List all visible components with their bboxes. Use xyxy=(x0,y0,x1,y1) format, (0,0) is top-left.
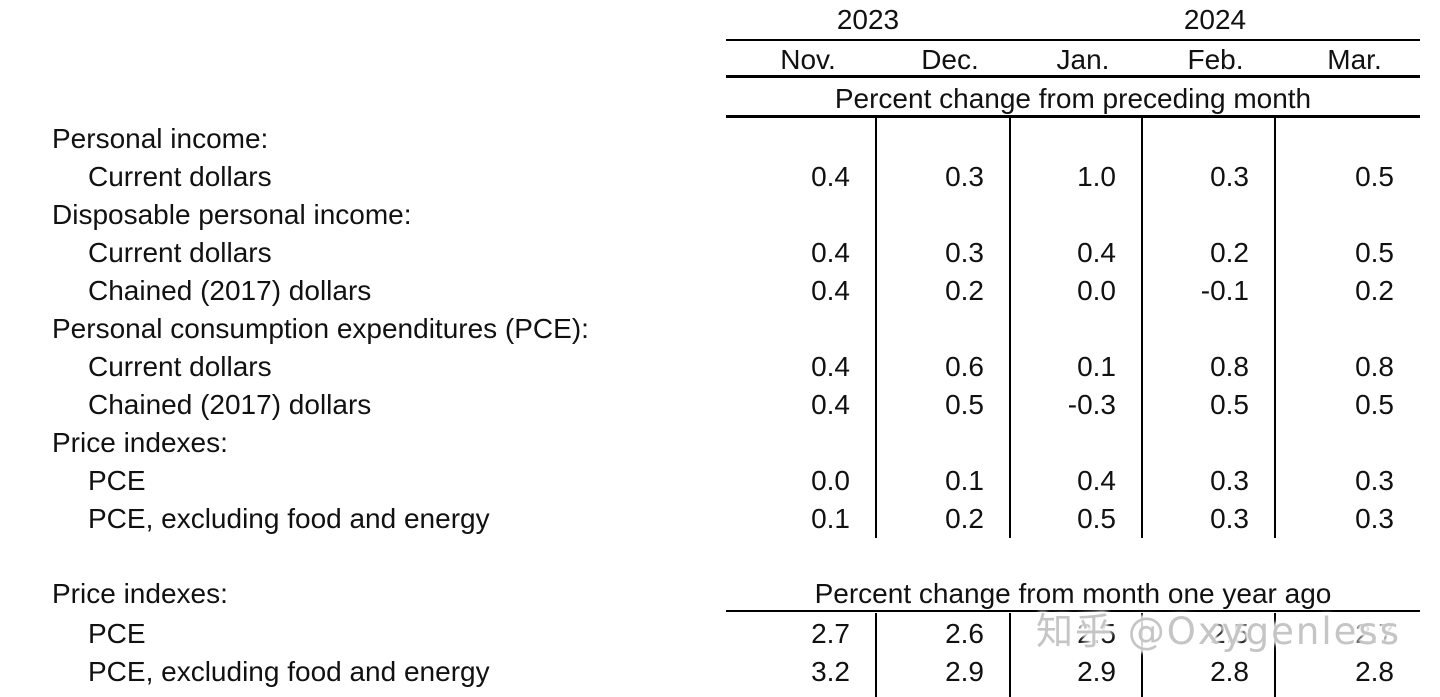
cell-value: -0.3 xyxy=(1067,389,1116,420)
cell-value: 0.3 xyxy=(1210,465,1249,496)
row-label: Chained (2017) dollars xyxy=(88,389,372,420)
cell-value: 0.3 xyxy=(1210,161,1249,192)
cell-value: 0.0 xyxy=(811,465,850,496)
row-label: Current dollars xyxy=(88,237,272,268)
row-label: PCE, excluding food and energy xyxy=(88,656,490,687)
column-divider xyxy=(1141,613,1143,697)
table-row: Disposable personal income: xyxy=(0,196,1440,234)
column-divider xyxy=(1274,118,1276,538)
cell-value: 0.5 xyxy=(1355,161,1394,192)
column-divider xyxy=(1141,118,1143,538)
cell-value: 0.3 xyxy=(1355,465,1394,496)
table-row: Chained (2017) dollars 0.4 0.5 -0.3 0.5 0.5 xyxy=(0,386,1440,424)
cell-value: 0.3 xyxy=(945,161,984,192)
column-divider xyxy=(1009,118,1011,538)
column-divider xyxy=(1009,613,1011,697)
cell-value: 0.2 xyxy=(945,503,984,534)
section2-body: PCE 2.7 2.6 2.5 2.5 2.7 PCE, excluding food an… xyxy=(0,615,1440,691)
table-row: PCE, excluding food and energy 0.1 0.2 0.5 0… xyxy=(0,500,1440,538)
cell-value: 0.0 xyxy=(1077,275,1116,306)
section1-body: Personal income: Current dollars 0.4 0.3 1.0… xyxy=(0,120,1440,538)
zhihu-watermark: 知乎 @Oxygenless xyxy=(1036,610,1401,653)
cell-value: 2.7 xyxy=(1355,618,1394,649)
section1-header: Percent change from preceding month xyxy=(834,83,1312,114)
table-row: PCE 2.7 2.6 2.5 2.5 2.7 xyxy=(0,615,1440,653)
cell-value: 0.4 xyxy=(811,351,850,382)
year-header-2023: 2023 xyxy=(836,4,900,35)
table-row: PCE, excluding food and energy 3.2 2.9 2.9 2… xyxy=(0,653,1440,691)
rule-under-years xyxy=(726,39,1420,41)
row-label: Personal income: xyxy=(52,123,269,154)
cell-value: 0.5 xyxy=(1077,503,1116,534)
cell-value: 0.4 xyxy=(1077,237,1116,268)
row-label: Chained (2017) dollars xyxy=(88,275,372,306)
row-label: Current dollars xyxy=(88,161,272,192)
cell-value: 0.2 xyxy=(1210,237,1249,268)
cell-value: 2.5 xyxy=(1077,618,1116,649)
cell-value: 2.9 xyxy=(945,656,984,687)
row-label: PCE, excluding food and energy xyxy=(88,503,490,534)
cell-value: 0.4 xyxy=(811,389,850,420)
cell-value: 0.3 xyxy=(1210,503,1249,534)
table-row: PCE 0.0 0.1 0.4 0.3 0.3 xyxy=(0,462,1440,500)
table-row: Current dollars 0.4 0.6 0.1 0.8 0.8 xyxy=(0,348,1440,386)
table-row: Personal income: xyxy=(0,120,1440,158)
cell-value: 0.1 xyxy=(811,503,850,534)
row-label: Price indexes: xyxy=(52,427,228,458)
cell-value: 2.9 xyxy=(1077,656,1116,687)
cell-value: 0.3 xyxy=(1355,503,1394,534)
cell-value: 0.5 xyxy=(1355,389,1394,420)
cell-value: 0.5 xyxy=(1210,389,1249,420)
row-label: PCE xyxy=(88,465,146,496)
section2-header: Percent change from month one year ago xyxy=(814,578,1332,609)
month-header: Nov. xyxy=(780,44,836,75)
cell-value: -0.1 xyxy=(1200,275,1249,306)
column-divider xyxy=(875,118,877,538)
cell-value: 0.4 xyxy=(811,275,850,306)
cell-value: 0.5 xyxy=(945,389,984,420)
cell-value: 1.0 xyxy=(1077,161,1116,192)
cell-value: 2.7 xyxy=(811,618,850,649)
cell-value: 0.8 xyxy=(1210,351,1249,382)
cell-value: 0.4 xyxy=(1077,465,1116,496)
cell-value: 0.3 xyxy=(945,237,984,268)
month-header: Dec. xyxy=(921,44,979,75)
cell-value: 2.6 xyxy=(945,618,984,649)
table-row: Current dollars 0.4 0.3 1.0 0.3 0.5 xyxy=(0,158,1440,196)
cell-value: 3.2 xyxy=(811,656,850,687)
rule-under-section1-header xyxy=(726,115,1420,118)
column-divider xyxy=(1274,613,1276,697)
cell-value: 0.2 xyxy=(945,275,984,306)
month-header: Jan. xyxy=(1056,44,1110,75)
table-row: Price indexes: xyxy=(0,424,1440,462)
cell-value: 2.5 xyxy=(1210,618,1249,649)
rule-under-months xyxy=(726,75,1420,78)
row-label: Personal consumption expenditures (PCE): xyxy=(52,313,589,344)
row-label: Disposable personal income: xyxy=(52,199,412,230)
month-header: Feb. xyxy=(1187,44,1244,75)
cell-value: 0.4 xyxy=(811,237,850,268)
cell-value: 0.2 xyxy=(1355,275,1394,306)
cell-value: 0.1 xyxy=(945,465,984,496)
cell-value: 0.5 xyxy=(1355,237,1394,268)
table-row: Chained (2017) dollars 0.4 0.2 0.0 -0.1 0.2 xyxy=(0,272,1440,310)
month-header: Mar. xyxy=(1327,44,1382,75)
table-row: Personal consumption expenditures (PCE): xyxy=(0,310,1440,348)
table-row: Current dollars 0.4 0.3 0.4 0.2 0.5 xyxy=(0,234,1440,272)
column-divider xyxy=(875,613,877,697)
section2-label: Price indexes: xyxy=(52,578,228,609)
cell-value: 0.8 xyxy=(1355,351,1394,382)
cell-value: 2.8 xyxy=(1355,656,1394,687)
row-label: PCE xyxy=(88,618,146,649)
year-header-2024: 2024 xyxy=(1183,4,1247,35)
cell-value: 0.6 xyxy=(945,351,984,382)
cell-value: 2.8 xyxy=(1210,656,1249,687)
row-label: Current dollars xyxy=(88,351,272,382)
cell-value: 0.4 xyxy=(811,161,850,192)
rule-under-section2-header xyxy=(726,610,1420,612)
cell-value: 0.1 xyxy=(1077,351,1116,382)
